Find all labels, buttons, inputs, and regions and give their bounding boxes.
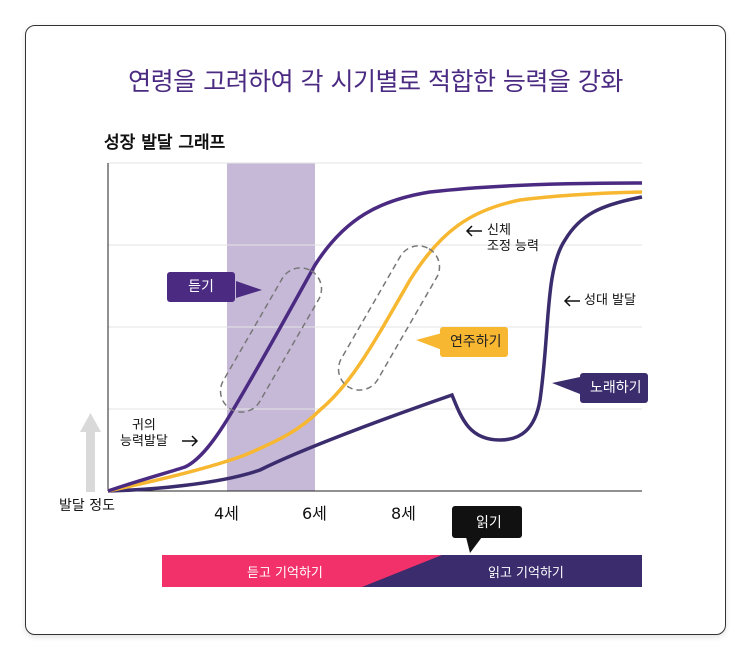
phase-left-label: 듣고 기억하기 [247,566,323,581]
listen-emphasis-dash [219,267,323,413]
series-line-listen [107,181,643,493]
x-tick-label: 8세 [391,504,416,523]
chart-title: 성장 발달 그래프 [104,133,226,153]
reading-marker-pointer [466,537,482,553]
body-arrow-icon [465,225,482,237]
x-tick-label: 6세 [302,504,327,523]
vocal-annotation: 성대 발달 [584,293,636,308]
phase-bar-left [162,555,442,587]
listen-tag: 듣기 [167,272,235,302]
x-tick-label: 4세 [214,504,239,523]
ear-ability-annotation: 귀의 능력발달 [120,418,168,449]
phase-right-label: 읽고 기억하기 [488,566,564,581]
headline: 연령을 고려하여 각 시기별로 적합한 능력을 강화 [128,67,623,96]
reading-marker-box [452,506,522,538]
y-arrow-shaft [86,430,95,492]
play-emphasis-dash [337,245,441,391]
listen-tag-pointer [236,281,262,298]
reading-marker-label: 읽기 [476,515,502,531]
series-line-vocal [107,195,643,493]
vocal-tag: 노래하기 [580,373,648,403]
play-tag: 연주하기 [440,327,508,357]
y-arrow-head [80,413,101,432]
vocal-arrow-icon [563,295,580,307]
y-axis-label: 발달 정도 [59,498,115,514]
play-tag-pointer [416,333,442,350]
vocal-tag-pointer [552,377,580,394]
ear-arrow-icon [182,435,199,447]
body-control-annotation: 신체 조정 능력 [487,223,539,254]
content-card [25,25,726,635]
series-line-play [107,190,643,493]
